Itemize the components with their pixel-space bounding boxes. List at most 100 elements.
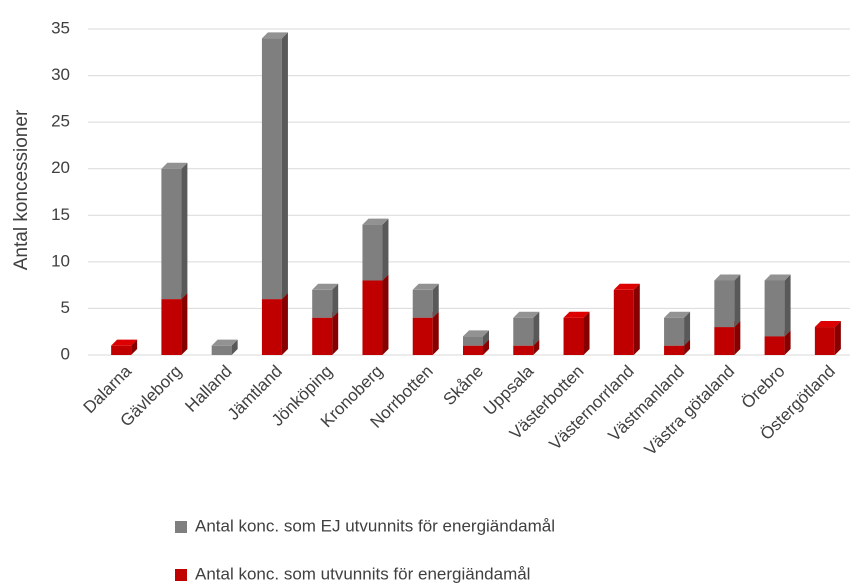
bar-front bbox=[664, 317, 685, 346]
bar-top bbox=[563, 311, 590, 318]
bar-segment bbox=[312, 283, 339, 318]
bar-side bbox=[382, 218, 389, 281]
bar-segment bbox=[312, 311, 339, 355]
bar-segment bbox=[211, 339, 238, 355]
y-tick-label: 5 bbox=[61, 298, 70, 317]
bar-side bbox=[734, 321, 741, 355]
bar-side bbox=[231, 339, 238, 355]
bar-front bbox=[814, 327, 835, 355]
bar-side bbox=[784, 274, 791, 337]
bar-front bbox=[161, 299, 182, 355]
bar-side bbox=[784, 330, 791, 355]
bar-segment bbox=[463, 330, 489, 346]
bar-side bbox=[432, 311, 439, 355]
bar-segment bbox=[111, 339, 138, 355]
bar-top bbox=[412, 283, 439, 290]
bar-segment bbox=[412, 311, 439, 355]
bar-side bbox=[583, 311, 590, 355]
y-tick-label: 15 bbox=[51, 205, 70, 224]
bar-segment bbox=[563, 311, 590, 355]
bar-front bbox=[362, 224, 383, 281]
bar-front bbox=[111, 345, 132, 355]
bar-front bbox=[312, 289, 333, 318]
y-axis-label: Antal koncessioner bbox=[11, 109, 32, 270]
bar-top bbox=[613, 283, 640, 290]
y-tick-label: 0 bbox=[61, 344, 70, 363]
bar-side bbox=[533, 311, 540, 346]
bar-front bbox=[312, 317, 333, 355]
bar-side bbox=[181, 162, 188, 300]
bar-top bbox=[312, 283, 339, 290]
bar-side bbox=[483, 330, 489, 346]
bar-segment bbox=[664, 311, 691, 346]
bar-front bbox=[764, 336, 785, 355]
bar-side bbox=[332, 311, 339, 355]
bar-side bbox=[633, 283, 640, 355]
bar-top bbox=[261, 32, 288, 39]
y-tick-label: 35 bbox=[51, 18, 70, 37]
bar-front bbox=[563, 317, 584, 355]
bar-segment bbox=[814, 321, 841, 355]
bar-front bbox=[764, 280, 785, 337]
bar-top bbox=[664, 311, 691, 318]
bar-front bbox=[463, 336, 483, 346]
bar-side bbox=[432, 283, 439, 318]
bar-side bbox=[834, 321, 841, 355]
legend-swatch bbox=[175, 569, 187, 581]
bar-segment bbox=[412, 283, 439, 318]
y-tick-label: 10 bbox=[51, 251, 70, 270]
bar-side bbox=[533, 339, 540, 355]
bar-front bbox=[714, 280, 735, 328]
bar-side bbox=[281, 293, 288, 355]
bar-side bbox=[181, 293, 188, 355]
bar-front bbox=[412, 289, 433, 318]
bar-top bbox=[814, 321, 841, 328]
bar-top bbox=[161, 162, 188, 169]
bar-segment bbox=[261, 32, 288, 300]
bar-top bbox=[513, 311, 540, 318]
bar-front bbox=[412, 317, 433, 355]
bar-front bbox=[714, 327, 735, 355]
bar-front bbox=[463, 345, 483, 355]
bar-front bbox=[664, 345, 685, 355]
x-tick-label: Skåne bbox=[439, 362, 487, 410]
bar-front bbox=[513, 317, 534, 346]
bar-side bbox=[483, 339, 489, 355]
bar-segment bbox=[613, 283, 640, 355]
bar-top bbox=[362, 218, 389, 225]
y-tick-label: 20 bbox=[51, 158, 70, 177]
bar-front bbox=[613, 289, 634, 355]
bar-side bbox=[131, 339, 138, 355]
bar-segment bbox=[261, 293, 288, 355]
bar-top bbox=[463, 330, 489, 337]
bar-side bbox=[332, 283, 339, 318]
bar-segment bbox=[764, 274, 791, 337]
bar-front bbox=[362, 280, 383, 355]
bar-top bbox=[764, 274, 791, 281]
bar-top bbox=[111, 339, 138, 346]
bar-front bbox=[211, 345, 232, 355]
bar-segment bbox=[362, 274, 389, 355]
bar-segment bbox=[362, 218, 389, 281]
legend-swatch bbox=[175, 521, 187, 533]
bar-side bbox=[281, 32, 288, 300]
bar-front bbox=[261, 299, 282, 355]
bar-segment bbox=[714, 274, 741, 328]
bar-top bbox=[714, 274, 741, 281]
y-tick-label: 30 bbox=[51, 65, 70, 84]
y-tick-label: 25 bbox=[51, 112, 70, 131]
bar-front bbox=[261, 38, 282, 300]
bar-front bbox=[513, 345, 534, 355]
bar-segment bbox=[513, 311, 540, 346]
bar-front bbox=[161, 168, 182, 300]
bar-segment bbox=[161, 293, 188, 355]
bar-side bbox=[734, 274, 741, 328]
bar-segment bbox=[161, 162, 188, 300]
bar-top bbox=[211, 339, 238, 346]
bar-side bbox=[382, 274, 389, 355]
legend-label: Antal konc. som EJ utvunnits för energiä… bbox=[195, 516, 555, 535]
x-tick-label: Västra götaland bbox=[641, 362, 739, 460]
legend-label: Antal konc. som utvunnits för energiända… bbox=[195, 564, 530, 583]
bar-side bbox=[684, 311, 691, 346]
